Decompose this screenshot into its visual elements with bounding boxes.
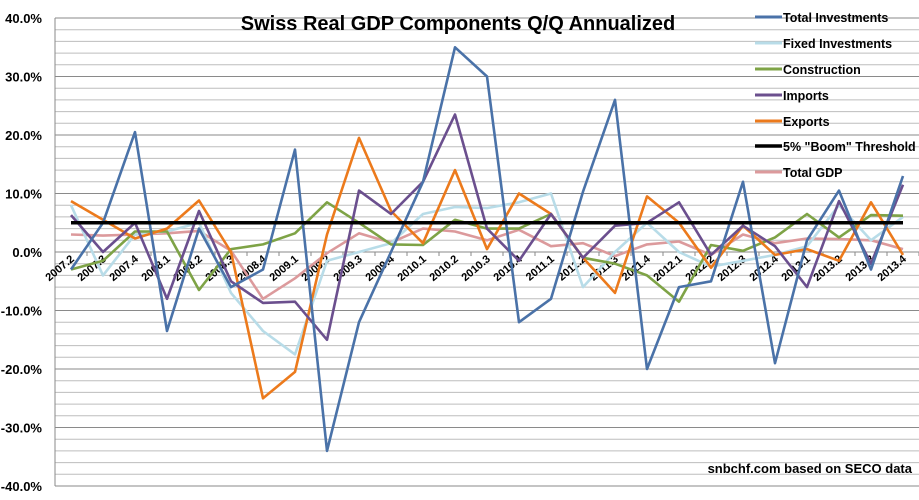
legend-label: 5% "Boom" Threshold <box>783 140 916 154</box>
x-tick-label: 2012.1 <box>651 253 684 284</box>
y-axis: 40.0% 30.0% 20.0% 10.0% 0.0% -10.0% -20.0% -30.… <box>1 11 43 494</box>
y-tick-label: -30.0% <box>1 421 43 436</box>
chart-title: Swiss Real GDP Components Q/Q Annualized <box>241 13 676 35</box>
legend-label: Fixed Investments <box>783 37 892 51</box>
y-tick-label: -10.0% <box>1 304 43 319</box>
legend: Total Investments Fixed Investments Constr… <box>755 11 916 180</box>
y-tick-label: 20.0% <box>5 128 42 143</box>
series-line-imports <box>70 113 905 342</box>
x-tick-label: 2010.3 <box>459 253 492 284</box>
legend-label: Total Investments <box>783 11 888 25</box>
source-note: snbchf.com based on SECO data <box>708 461 913 476</box>
series-line-exports <box>70 136 905 400</box>
y-tick-label: 10.0% <box>5 187 42 202</box>
x-tick-label: 2009.1 <box>267 253 300 284</box>
series-lines <box>69 45 905 453</box>
x-tick-label: 2010.1 <box>395 253 428 284</box>
series-line-total-investments <box>69 45 905 453</box>
x-tick-label: 2011.1 <box>524 253 557 283</box>
y-tick-label: 40.0% <box>5 11 42 26</box>
x-tick-label: 2010.2 <box>427 253 460 284</box>
legend-label: Exports <box>783 115 830 129</box>
legend-label: Construction <box>783 63 861 77</box>
y-tick-label: 30.0% <box>5 70 42 85</box>
x-tick-label: 2009.4 <box>363 253 397 284</box>
y-tick-label: -20.0% <box>1 362 43 377</box>
y-tick-label: 0.0% <box>12 245 42 260</box>
x-tick-label: 2012.3 <box>715 253 748 284</box>
legend-label: Imports <box>783 89 829 103</box>
x-tick-label: 2007.4 <box>107 253 141 284</box>
legend-label: Total GDP <box>783 166 843 180</box>
y-tick-label: -40.0% <box>1 479 43 494</box>
x-tick-label: 2013.4 <box>875 253 909 284</box>
gridlines <box>54 17 919 487</box>
